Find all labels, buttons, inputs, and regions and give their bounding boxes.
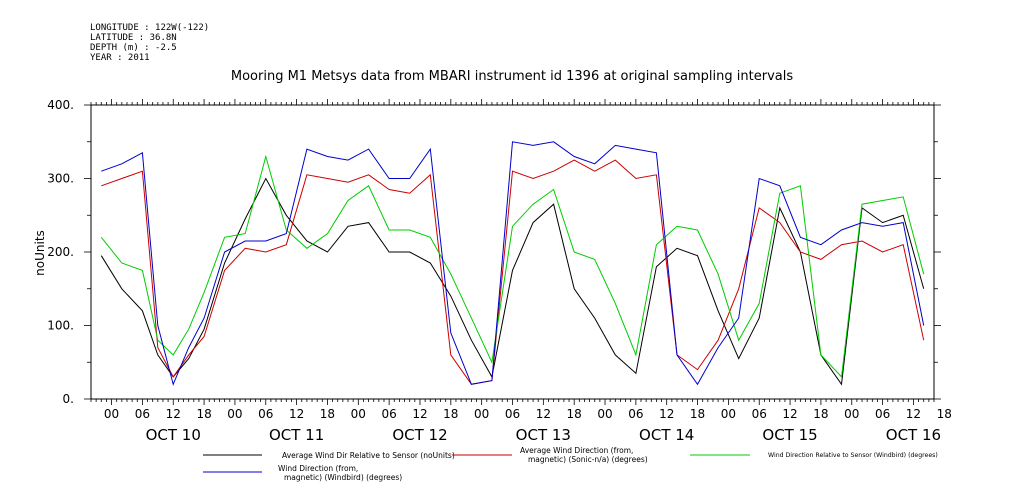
day-label: OCT 12 [392,426,447,444]
x-tick-label: 00 [227,407,242,421]
y-tick-labels: 0. 100. 200. 300. 400. [47,98,74,406]
x-tick-label: 12 [166,407,181,421]
ticks-layer [84,99,941,405]
x-tick-label: 06 [628,407,643,421]
x-tick-label: 12 [659,407,674,421]
day-label: OCT 16 [886,426,941,444]
x-tick-labels: 00 06 12 18 00 06 12 18 00 06 12 18 00 06 12 18 00 06 12 18… [104,407,952,421]
x-tick-label: 06 [258,407,273,421]
series-line-1 [101,159,925,385]
series-line-0 [100,177,925,386]
legend-label-series-1-line2: magnetic) (Sonic-n/a) (degrees) [528,455,648,464]
legend-label-series-3-line1: Wind Direction (from, [278,464,358,473]
x-tick-label: 00 [474,407,489,421]
x-tick-label: 12 [906,407,921,421]
x-tick-label: 00 [844,407,859,421]
meta-year: YEAR : 2011 [90,53,150,63]
x-tick-label: 18 [567,407,582,421]
x-tick-label: 12 [412,407,427,421]
day-label: OCT 11 [269,426,324,444]
y-axis-label: noUnits [33,230,47,276]
x-tick-label: 12 [536,407,551,421]
y-tick-label: 300. [47,172,74,186]
day-label: OCT 10 [146,426,201,444]
day-label: OCT 15 [762,426,817,444]
x-tick-label: 18 [813,407,828,421]
y-tick-label: 0. [63,392,74,406]
legend-label-series-1-line1: Average Wind Direction (from, [520,446,633,455]
x-tick-label: 00 [721,407,736,421]
y-tick-label: 100. [47,319,74,333]
day-label: OCT 13 [516,426,571,444]
y-tick-label: 400. [47,98,74,112]
y-tick-label: 200. [47,245,74,259]
series-line-3 [101,141,925,386]
meta-longitude: LONGITUDE : 122W(-122) [90,23,209,33]
x-tick-label: 18 [320,407,335,421]
x-tick-label: 06 [381,407,396,421]
x-tick-label: 00 [597,407,612,421]
x-tick-label: 18 [937,407,952,421]
meta-latitude: LATITUDE : 36.8N [90,33,177,43]
x-tick-label: 18 [196,407,211,421]
legend-label-series-1: Average Wind Direction (from, magnetic) … [520,446,648,464]
series-line-2 [100,154,925,379]
x-tick-label: 18 [690,407,705,421]
day-labels: OCT 10 OCT 11 OCT 12 OCT 13 OCT 14 OCT 15 OCT … [146,426,942,444]
x-tick-label: 18 [443,407,458,421]
plot-frame [90,104,935,400]
x-tick-label: 12 [289,407,304,421]
legend-label-series-0: Average Wind Dir Relative to Sensor (noU… [282,451,455,460]
legend-label-series-3-line2: magnetic) (Windbird) (degrees) [284,473,402,482]
chart-title: Mooring M1 Metsys data from MBARI instru… [231,69,793,84]
x-tick-label: 00 [351,407,366,421]
x-tick-label: 06 [135,407,150,421]
meta-depth: DEPTH (m) : -2.5 [90,43,177,53]
legend-label-series-3: Wind Direction (from, magnetic) (Windbir… [278,464,402,482]
x-tick-label: 06 [505,407,520,421]
x-tick-label: 06 [752,407,767,421]
x-tick-label: 12 [782,407,797,421]
x-tick-label: 06 [875,407,890,421]
legend: Average Wind Dir Relative to Sensor (noU… [203,446,938,482]
series-layer [100,141,925,386]
legend-label-series-2: Wind Direction Relative to Sensor (Windb… [768,452,938,459]
x-tick-label: 00 [104,407,119,421]
day-label: OCT 14 [639,426,694,444]
